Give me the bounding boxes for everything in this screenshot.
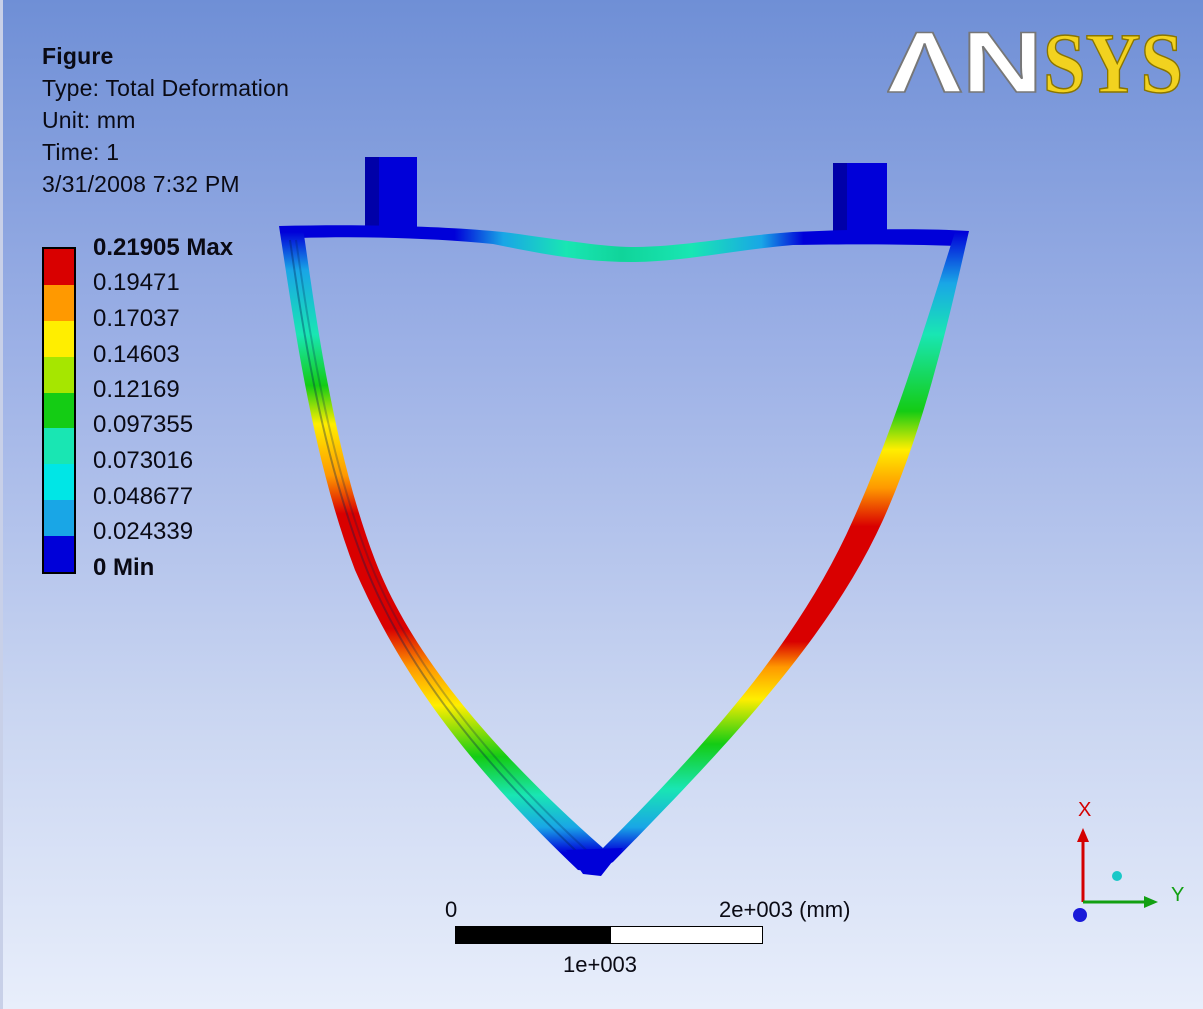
legend-band-4 (44, 356, 74, 393)
legend-band-3 (44, 320, 74, 357)
legend-label: 0.14603 (93, 341, 180, 368)
figure-info: Figure Type: Total Deformation Unit: mm … (42, 40, 289, 200)
legend-label: 0.12169 (93, 376, 180, 403)
legend-label: 0.17037 (93, 305, 180, 332)
bottom-vertex (566, 848, 623, 876)
scale-mid-label: 1e+003 (563, 952, 638, 977)
result-date: 3/31/2008 7:32 PM (42, 171, 240, 197)
legend-label: 0.19471 (93, 269, 180, 296)
legend-label: 0.024339 (93, 518, 194, 545)
svg-text:SYS: SYS (1043, 18, 1183, 104)
svg-text:ΛN: ΛN (887, 18, 1043, 104)
triad-iso-ball (1112, 871, 1122, 881)
axis-triad[interactable]: X Y (1058, 790, 1198, 940)
left-wall-inner-line-2 (295, 239, 596, 859)
left-wall (279, 226, 603, 872)
legend-label-max: 0.21905 Max (93, 234, 234, 261)
scale-zero-label: 0 (445, 897, 458, 922)
x-arrow-head (1077, 828, 1089, 842)
legend-band-7 (44, 464, 74, 501)
z-axis-indicator (1073, 908, 1087, 922)
legend-label: 0.097355 (93, 411, 194, 438)
left-mount (365, 157, 417, 235)
right-wall (595, 231, 969, 872)
legend-band-9 (44, 536, 74, 573)
legend-band-8 (44, 500, 74, 537)
figure-title: Figure (42, 43, 114, 69)
right-mount (833, 163, 887, 239)
deformation-model[interactable] (3, 0, 1203, 1009)
legend-color-bar (42, 247, 76, 574)
result-type: Type: Total Deformation (42, 75, 290, 101)
result-time: Time: 1 (42, 139, 120, 165)
ansys-logo: ΛN SYS (887, 18, 1184, 104)
legend-label: 0.073016 (93, 447, 194, 474)
top-rim (279, 225, 969, 262)
legend-label-min: 0 Min (93, 554, 155, 581)
legend-label: 0.048677 (93, 483, 194, 510)
legend-band-5 (44, 392, 74, 429)
legend-band-6 (44, 428, 74, 465)
scale-bar-black (455, 926, 610, 944)
scale-bar-white (610, 926, 763, 944)
scale-max-label: 2e+003 (mm) (719, 897, 851, 922)
result-unit: Unit: mm (42, 107, 136, 133)
y-arrow-head (1144, 896, 1158, 908)
x-axis-label: X (1078, 799, 1091, 821)
legend-band-1 (44, 249, 74, 285)
legend-band-2 (44, 284, 74, 321)
left-wall-inner-line (289, 239, 589, 863)
scale-bar: 0 2e+003 (mm) 1e+003 (443, 896, 883, 986)
y-axis-label: Y (1171, 884, 1184, 906)
